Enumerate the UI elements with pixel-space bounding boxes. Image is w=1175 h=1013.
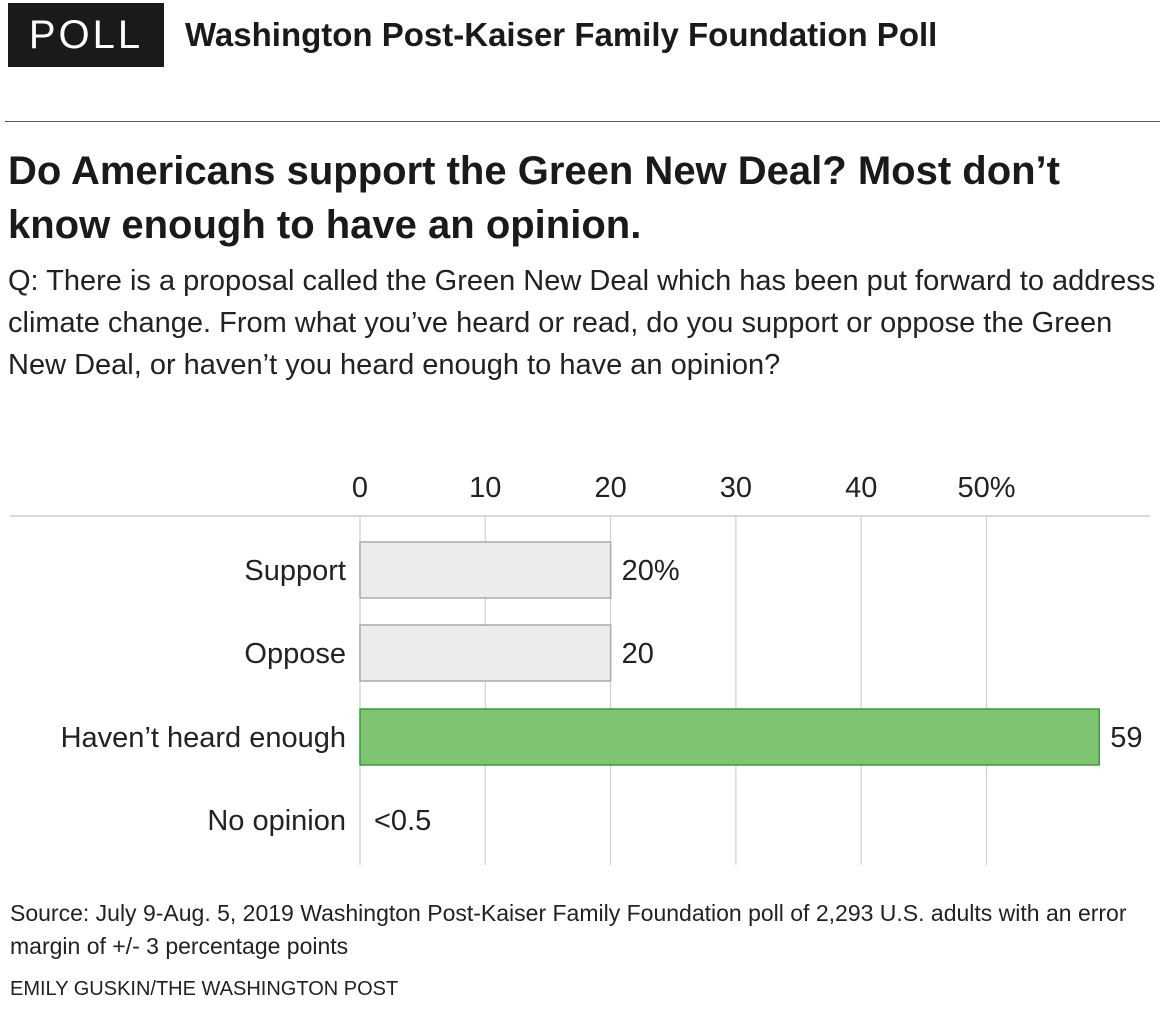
x-tick-label: 0	[352, 472, 368, 504]
question-text: Q: There is a proposal called the Green …	[8, 265, 1156, 381]
data-label: <0.5	[374, 805, 431, 837]
data-label: 59	[1110, 722, 1142, 754]
data-label: 20%	[622, 555, 680, 587]
category-label: Support	[244, 555, 346, 587]
bar	[359, 708, 1101, 766]
bar	[359, 624, 612, 682]
x-tick-label: 40	[845, 472, 877, 504]
x-tick-label: 30	[720, 472, 752, 504]
credit-line: EMILY GUSKIN/THE WASHINGTON POST	[10, 978, 399, 1000]
divider	[5, 121, 1160, 122]
x-tick-label: 10	[469, 472, 501, 504]
source-note: Source: July 9-Aug. 5, 2019 Washington P…	[10, 900, 1127, 959]
category-label: Haven’t heard enough	[61, 722, 346, 754]
x-tick-label: 20	[594, 472, 626, 504]
poll-badge: POLL	[8, 3, 164, 67]
data-label: 20	[622, 638, 654, 670]
poll-name: Washington Post-Kaiser Family Foundation…	[185, 16, 938, 53]
bar	[359, 541, 612, 599]
category-label: No opinion	[207, 805, 346, 837]
tick-label-layer: 0 10 20 30 40 50%	[352, 472, 1016, 504]
bar-chart: 0 10 20 30 40 50% Support 20% Oppose 20 Haven’t h…	[10, 472, 1150, 865]
headline: Do Americans support the Green New Deal?…	[8, 149, 1060, 247]
bar-layer: Support 20% Oppose 20 Haven’t heard enough 59…	[61, 541, 1143, 837]
category-label: Oppose	[244, 638, 346, 670]
x-tick-label: 50%	[957, 472, 1015, 504]
